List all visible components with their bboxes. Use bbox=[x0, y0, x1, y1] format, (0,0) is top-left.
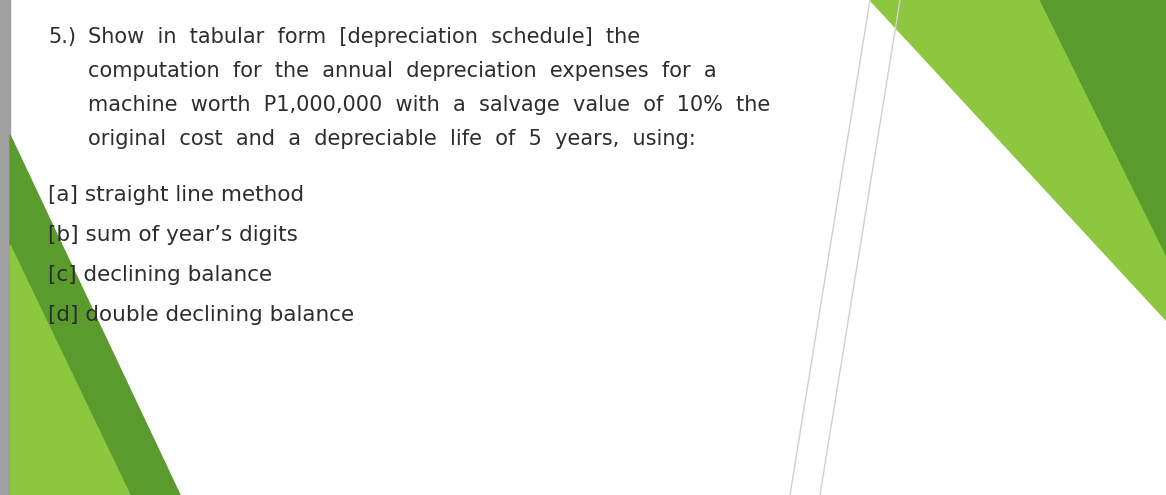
Text: [c] declining balance: [c] declining balance bbox=[48, 265, 272, 285]
Polygon shape bbox=[10, 245, 129, 495]
Polygon shape bbox=[870, 0, 1166, 320]
Text: [b] sum of year’s digits: [b] sum of year’s digits bbox=[48, 225, 297, 245]
Polygon shape bbox=[1020, 0, 1166, 315]
Text: Show  in  tabular  form  [depreciation  schedule]  the: Show in tabular form [depreciation sched… bbox=[87, 27, 640, 47]
Text: [d] double declining balance: [d] double declining balance bbox=[48, 305, 354, 325]
Text: original  cost  and  a  depreciable  life  of  5  years,  using:: original cost and a depreciable life of … bbox=[87, 129, 696, 149]
Text: computation  for  the  annual  depreciation  expenses  for  a: computation for the annual depreciation … bbox=[87, 61, 717, 81]
Polygon shape bbox=[10, 135, 180, 495]
Bar bbox=[0, 0, 10, 495]
Text: [a] straight line method: [a] straight line method bbox=[48, 185, 304, 205]
Text: 5.): 5.) bbox=[48, 27, 76, 47]
Polygon shape bbox=[1040, 0, 1166, 255]
Text: machine  worth  P1,000,000  with  a  salvage  value  of  10%  the: machine worth P1,000,000 with a salvage … bbox=[87, 95, 771, 115]
